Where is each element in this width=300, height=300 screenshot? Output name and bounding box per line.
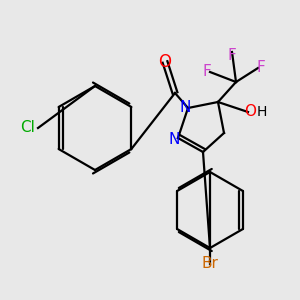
Text: O: O [244, 104, 256, 119]
Text: Br: Br [202, 256, 218, 272]
Text: F: F [228, 47, 236, 62]
Text: F: F [202, 64, 211, 79]
Text: F: F [256, 59, 266, 74]
Text: O: O [158, 53, 172, 71]
Text: Cl: Cl [21, 121, 35, 136]
Text: N: N [168, 131, 180, 146]
Text: H: H [257, 105, 267, 119]
Text: N: N [179, 100, 191, 115]
